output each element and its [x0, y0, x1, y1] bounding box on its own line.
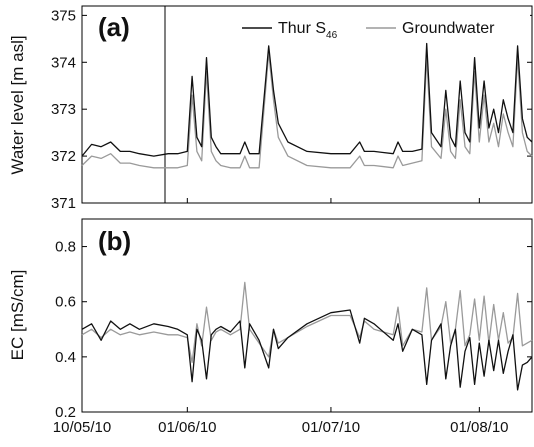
panel-b-x-ticks	[81, 407, 480, 412]
panel-a-y-tick-label: 375	[51, 7, 76, 24]
panel-b-y-tick-label: 0.8	[55, 239, 76, 256]
legend-label-thur-subscript: 46	[326, 30, 338, 41]
x-tick-label: 01/08/10	[450, 419, 508, 436]
panel-b-y-axis-title: EC [mS/cm]	[8, 270, 27, 361]
x-tick-label: 01/06/10	[158, 419, 216, 436]
panel-b-y-ticks	[82, 246, 532, 413]
legend-label-thur-main: Thur S	[278, 20, 326, 37]
x-tick-label: 10/05/10	[53, 419, 111, 436]
panel-b-ec: 0.2 0.4 0.6 0.8 10/05/10 01/06/10 01/07/10 01/…	[8, 218, 533, 436]
panel-a-series-line-thur-s46	[81, 42, 533, 157]
legend: Thur S46 Groundwater	[238, 10, 530, 41]
panel-b-y-tick-label: 0.6	[55, 294, 76, 311]
panel-a-y-ticks	[82, 14, 532, 204]
panel-b-series-line-thur-s46	[81, 309, 533, 391]
panel-b-label: (b)	[98, 226, 131, 256]
legend-label-groundwater: Groundwater	[402, 20, 495, 37]
panel-b-y-tick-labels: 0.2 0.4 0.6 0.8	[55, 239, 76, 421]
panel-a-y-tick-label: 373	[51, 101, 76, 118]
x-tick-label: 01/07/10	[302, 419, 360, 436]
panel-b-y-tick-label: 0.4	[55, 349, 76, 366]
panel-a-series-line-groundwater	[81, 52, 533, 169]
panel-b-x-tick-labels: 10/05/10 01/06/10 01/07/10 01/08/10	[53, 419, 509, 436]
panel-b-series	[81, 281, 533, 391]
panel-a-label: (a)	[98, 12, 130, 42]
panel-a-y-tick-label: 374	[51, 54, 76, 71]
panel-a-y-tick-label: 372	[51, 148, 76, 165]
panel-b-y-tick-label: 0.2	[55, 404, 76, 421]
panel-b-frame	[81, 218, 533, 413]
panel-a-y-axis-title: Water level [m asl]	[8, 35, 27, 174]
legend-background	[238, 10, 530, 40]
legend-label-thur: Thur S46	[278, 20, 338, 41]
panel-a-y-tick-label: 371	[51, 195, 76, 212]
panel-a-series	[81, 42, 533, 169]
panel-a-x-ticks	[81, 198, 480, 203]
panel-a-y-tick-labels: 371 372 373 374 375	[51, 7, 76, 212]
